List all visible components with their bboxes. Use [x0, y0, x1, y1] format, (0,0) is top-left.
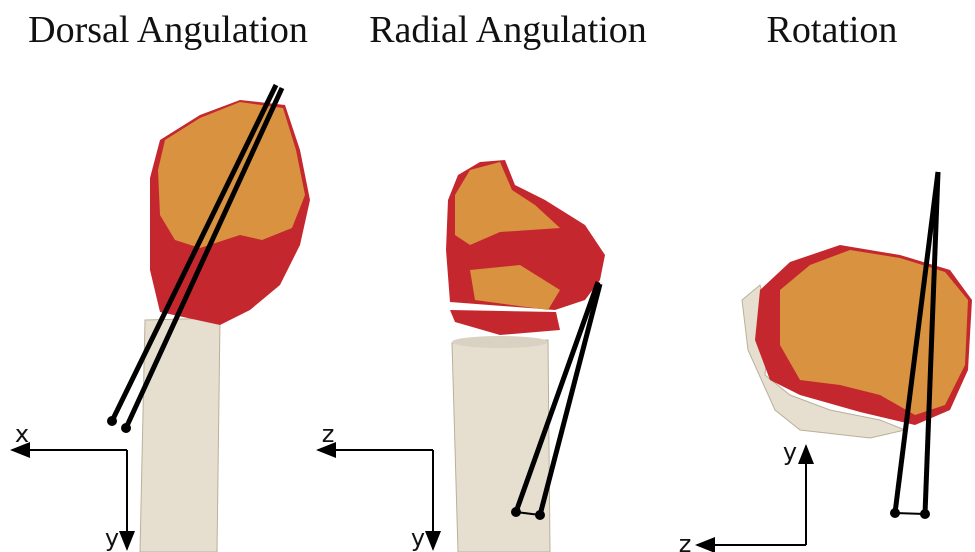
axis-label: z [679, 530, 692, 552]
rod-end [535, 510, 545, 520]
bone-top [452, 336, 548, 348]
bone-shaft [452, 340, 550, 552]
axis-label: y [783, 438, 797, 466]
rod-end [511, 507, 521, 517]
page: Dorsal Angulation Radial Angulation Rota… [0, 0, 975, 552]
rod-end [121, 423, 131, 433]
axis-label: z [322, 420, 335, 448]
rod-end [920, 509, 930, 519]
rod-end [890, 508, 900, 518]
axis-label: x [15, 420, 29, 448]
axis-label: y [411, 524, 425, 552]
rotation-rendering [742, 172, 972, 519]
fragment-base [450, 310, 560, 335]
panel-title: Dorsal Angulation [28, 9, 308, 51]
panel-title: Radial Angulation [369, 9, 647, 51]
axis-label: y [105, 524, 119, 552]
bone-shaft [140, 318, 220, 552]
figure: Dorsal Angulation Radial Angulation Rota… [0, 0, 975, 552]
radial-rendering [446, 160, 605, 552]
panel-title: Rotation [767, 9, 898, 51]
dorsal-rendering [107, 85, 310, 552]
rod-end [107, 416, 117, 426]
